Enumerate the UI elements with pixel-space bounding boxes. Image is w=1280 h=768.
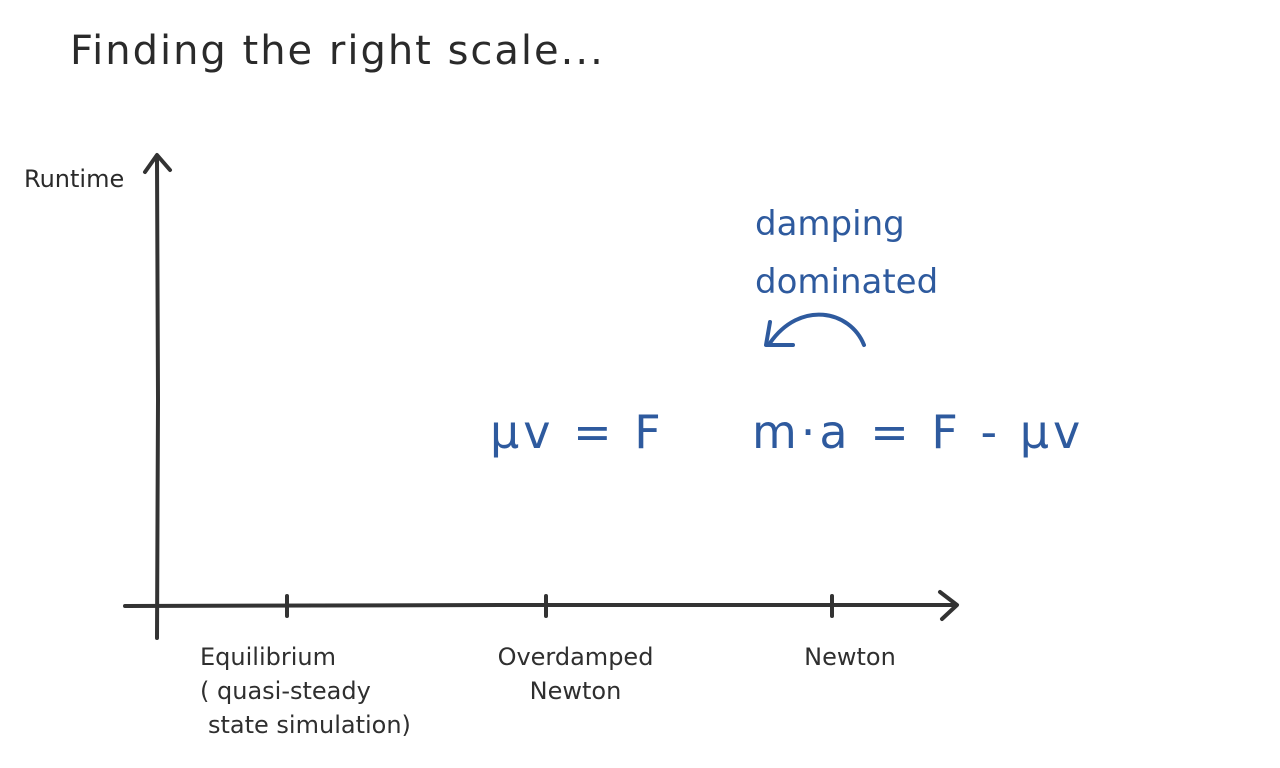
curved-arrow-head-icon bbox=[764, 320, 795, 347]
tick-label-line: Overdamped bbox=[497, 643, 654, 671]
y-axis-line bbox=[155, 158, 161, 640]
newton-equation: m·a = F - μv bbox=[752, 405, 1085, 459]
tick-label-line: state simulation) bbox=[208, 711, 411, 739]
tick-label-line: Newton bbox=[804, 643, 896, 671]
tick-label-equilibrium: Equilibrium ( quasi-steady state simulat… bbox=[200, 640, 411, 742]
overdamped-equation: μv = F bbox=[490, 405, 665, 459]
tick-label-overdamped-newton: Overdamped Newton bbox=[488, 640, 663, 708]
x-axis-line bbox=[123, 603, 957, 608]
diagram-title: Finding the right scale... bbox=[70, 28, 605, 74]
y-axis-arrowhead bbox=[143, 153, 172, 174]
tick-label-line: ( quasi-steady bbox=[200, 677, 371, 705]
tick-label-line: Newton bbox=[529, 677, 622, 705]
annotation-line: dominated bbox=[755, 262, 939, 302]
tick-label-newton: Newton bbox=[790, 640, 910, 674]
y-axis-label: Runtime bbox=[24, 165, 125, 193]
damping-annotation: damping dominated bbox=[755, 195, 938, 311]
tick-label-line: Equilibrium bbox=[200, 643, 336, 671]
annotation-line: damping bbox=[755, 204, 905, 244]
x-axis-arrowhead bbox=[938, 590, 959, 621]
curved-arrow-icon bbox=[768, 312, 866, 347]
